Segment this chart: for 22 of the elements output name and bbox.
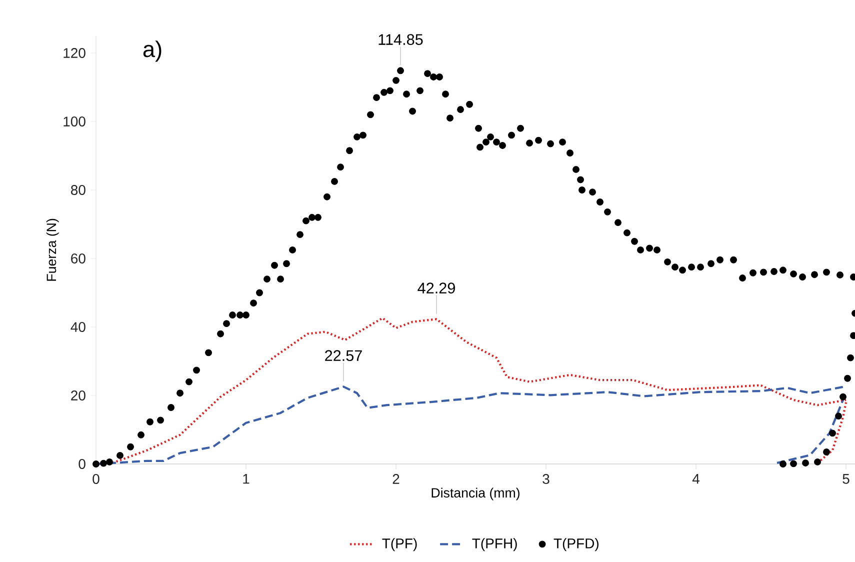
- annotation: 114.85: [378, 34, 423, 45]
- legend-label: T(PF): [382, 538, 417, 552]
- y-tick-label: 60: [71, 254, 86, 264]
- x-tick-label: 0: [92, 474, 100, 484]
- x-tick-label: 4: [692, 474, 700, 484]
- x-tick-label: 3: [542, 474, 550, 484]
- x-tick-label: 2: [392, 474, 400, 484]
- y-tick-label: 120: [64, 48, 86, 58]
- x-tick-label: 1: [243, 474, 250, 484]
- x-tick-label: 5: [842, 474, 850, 484]
- annotation: a): [143, 40, 162, 62]
- y-axis-title: Fuerza (N): [46, 218, 59, 281]
- y-tick-label: 0: [78, 459, 86, 469]
- annotation: 22.57: [325, 350, 362, 362]
- y-tick-label: 40: [70, 322, 86, 332]
- legend-label: T(PFH): [472, 538, 517, 552]
- y-tick-label: 20: [71, 390, 86, 400]
- legend-label: T(PFD): [554, 538, 598, 552]
- annotation: 42.29: [418, 282, 455, 294]
- y-tick-label: 80: [71, 185, 86, 195]
- y-tick-label: 100: [64, 116, 86, 126]
- x-axis-title: Distancia (mm): [432, 488, 520, 500]
